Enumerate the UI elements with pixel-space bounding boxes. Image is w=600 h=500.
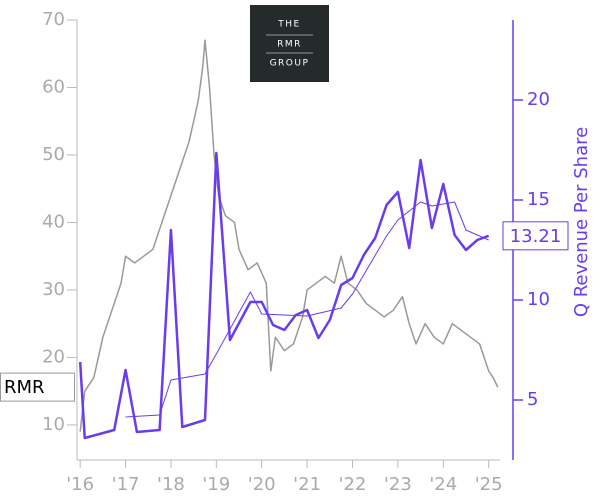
x-tick-label: '19 [202, 474, 230, 495]
x-tick-label: '18 [157, 474, 185, 495]
logo-text: GROUP [270, 59, 310, 69]
y2-tick-label: 5 [527, 389, 538, 410]
y-tick-label: 30 [42, 279, 65, 300]
end-label: 13.21 [510, 226, 562, 247]
end-label-box [0, 372, 75, 402]
y2-tick-label: 15 [527, 189, 550, 210]
y-tick-label: 10 [42, 414, 65, 435]
y2-tick-label: 20 [527, 89, 550, 110]
x-tick-label: '20 [248, 474, 276, 495]
y-tick-label: 70 [42, 9, 65, 30]
x-tick-label: '25 [475, 474, 503, 495]
end-label-box [502, 221, 569, 251]
y-tick-label: 40 [42, 211, 65, 232]
y2-tick-label: 10 [527, 289, 550, 310]
series-line [125, 201, 489, 418]
end-label: RMR [4, 377, 45, 398]
x-tick-label: '21 [293, 474, 321, 495]
logo-text: RMR [277, 40, 302, 50]
x-tick-label: '24 [429, 474, 457, 495]
series-line [79, 39, 499, 432]
x-tick-label: '23 [384, 474, 412, 495]
y-tick-label: 50 [42, 144, 65, 165]
x-tick-label: '22 [339, 474, 367, 495]
y2-axis-label: Q Revenue Per Share [571, 127, 592, 317]
y-tick-label: 60 [42, 76, 65, 97]
logo-box [250, 5, 329, 82]
y-tick-label: 20 [42, 346, 65, 367]
x-tick-label: '17 [112, 474, 140, 495]
series-line [78, 151, 490, 440]
x-tick-label: '16 [66, 474, 94, 495]
logo-text: THE [277, 20, 300, 30]
